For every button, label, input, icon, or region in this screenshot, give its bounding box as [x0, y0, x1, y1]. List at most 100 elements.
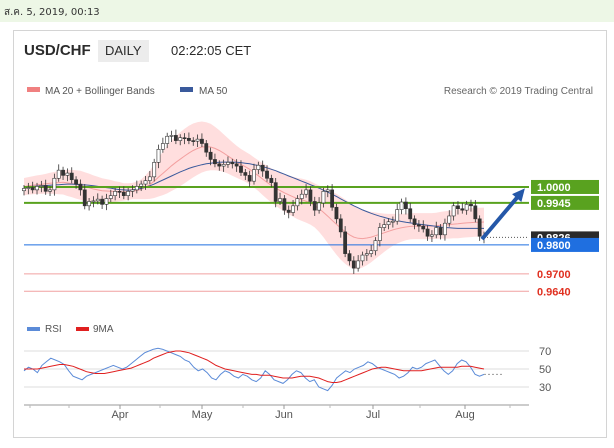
symbol-title: USD/CHF: [24, 42, 91, 59]
candle-body: [291, 205, 295, 213]
date-bar: ส.ค. 5, 2019, 00:13: [0, 0, 614, 22]
candle-body: [247, 175, 252, 182]
candle-body: [134, 186, 139, 191]
candle-body: [273, 182, 278, 202]
chart-time: 02:22:05 CET: [171, 43, 252, 58]
candle-body: [356, 260, 361, 269]
candle-body: [213, 159, 217, 165]
candle-body: [87, 201, 91, 207]
candle-body: [434, 227, 439, 236]
candle-body: [304, 189, 308, 195]
candle-body: [351, 260, 356, 269]
candle-body: [61, 169, 65, 176]
candle-body: [117, 191, 122, 193]
candle-body: [200, 138, 204, 144]
candle-body: [399, 201, 404, 210]
candle-body: [169, 135, 174, 137]
candle-body: [139, 183, 144, 187]
candle-body: [39, 185, 44, 187]
candle-body: [464, 204, 469, 211]
candle-body: [65, 172, 70, 176]
legend-swatch-ma50: [180, 87, 193, 92]
candle-body: [48, 189, 52, 192]
candle-body: [417, 224, 421, 227]
candle-body: [360, 254, 365, 262]
candle-body: [35, 186, 39, 191]
candle-body: [386, 221, 391, 225]
candle-body: [286, 209, 291, 213]
rsi-tick-50: 50: [539, 364, 551, 376]
rsi-tick-30: 30: [539, 382, 551, 394]
candle-body: [243, 172, 248, 176]
candle-body: [217, 163, 222, 167]
level-label-1-0000: 1.0000: [537, 182, 571, 194]
candle-body: [91, 200, 96, 203]
candle-body: [443, 222, 447, 236]
candle-body: [52, 177, 57, 191]
candle-body: [256, 164, 261, 170]
level-label-bg-0-9945: [531, 195, 599, 210]
candle-body: [108, 195, 113, 199]
candle-body: [156, 148, 161, 163]
candle-body: [447, 215, 452, 224]
candle-body: [347, 253, 352, 262]
candle-body: [130, 189, 135, 192]
candle-body: [395, 209, 400, 222]
candle-body: [412, 218, 417, 225]
rsi-legend-label: RSI: [45, 324, 62, 335]
candle-body: [113, 191, 118, 196]
candle-body: [69, 172, 74, 181]
candle-body: [269, 177, 274, 183]
candle-body: [226, 162, 230, 165]
candle-body: [230, 162, 235, 165]
rsi-legend-swatch: [27, 327, 40, 331]
candle-body: [165, 135, 170, 144]
level-label-bg-0-9800: [531, 237, 599, 252]
candle-body: [325, 189, 330, 192]
candle-body: [260, 164, 265, 172]
candle-body: [295, 198, 300, 207]
candle-body: [317, 202, 321, 211]
legend-swatch-ma20: [27, 87, 40, 92]
x-tick-label-apr: Apr: [111, 409, 128, 421]
level-label-0-9640: 0.9640: [537, 286, 571, 298]
credit-text: Research © 2019 Trading Central: [444, 86, 593, 97]
candle-body: [460, 208, 465, 211]
candle-body: [100, 198, 105, 205]
candle-body: [299, 193, 304, 199]
candle-body: [477, 218, 482, 237]
candle-body: [152, 162, 157, 178]
candle-body: [369, 250, 374, 254]
projection-arrow-head: [512, 188, 525, 202]
level-label-0-9700: 0.9700: [537, 269, 571, 281]
candle-body: [282, 198, 287, 211]
candle-body: [308, 189, 313, 202]
x-tick-label-jun: Jun: [275, 409, 293, 421]
candle-body: [234, 163, 239, 167]
timeframe-badge[interactable]: DAILY: [98, 40, 149, 62]
candle-body: [421, 225, 426, 230]
candle-body: [173, 135, 178, 141]
candle-body: [74, 179, 78, 185]
rsi-tick-70: 70: [539, 346, 551, 358]
x-tick-label-aug: Aug: [455, 409, 475, 421]
x-tick-label-may: May: [192, 409, 213, 421]
candle-body: [252, 169, 256, 182]
candle-body: [126, 191, 131, 196]
candle-body: [456, 205, 460, 210]
level-label-bg-1-0000: [531, 179, 599, 194]
candle-body: [469, 204, 473, 207]
candle-body: [338, 218, 343, 233]
candle-body: [187, 137, 191, 141]
level-label-0-9800: 0.9800: [537, 240, 571, 252]
candle-body: [26, 187, 31, 189]
candle-body: [56, 169, 61, 179]
candle-body: [390, 220, 395, 223]
candle-body: [195, 138, 200, 142]
candle-body: [334, 206, 339, 220]
candle-body: [121, 191, 126, 196]
candle-body: [22, 188, 26, 192]
chart-card: USD/CHF DAILY 02:22:05 CET: [13, 30, 607, 438]
candle-body: [403, 201, 408, 210]
